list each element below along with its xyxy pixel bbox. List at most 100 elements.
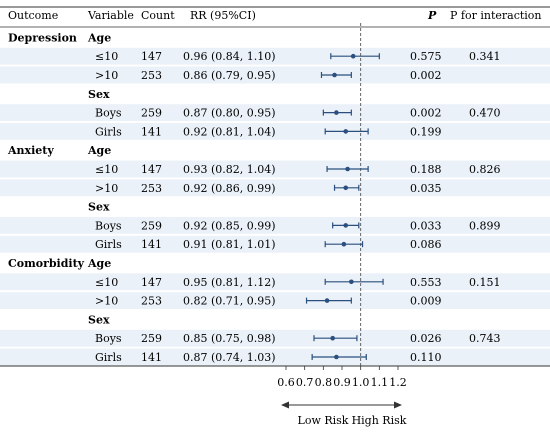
x-axis: 0.6 0.7 0.8 0.9 1.0 1.1 1.2 <box>277 365 407 389</box>
table-row: ≤10 147 0.96 (0.84, 1.10) 0.575 0.341 <box>95 50 501 63</box>
row-band <box>0 292 550 309</box>
variable-group-label: Age <box>87 31 111 44</box>
point-estimate <box>343 185 349 191</box>
p-value-cell: 0.086 <box>410 238 442 251</box>
rr-ci-cell: 0.82 (0.71, 0.95) <box>183 295 276 308</box>
rr-ci-cell: 0.91 (0.81, 1.01) <box>183 238 276 251</box>
tick-label: 1.2 <box>389 376 407 389</box>
variable-group-label: Age <box>87 144 111 157</box>
count-cell: 253 <box>141 295 162 308</box>
p-value-cell: 0.009 <box>410 295 442 308</box>
group-row: Sex <box>88 313 110 326</box>
table-header: Outcome Variable Count RR (95%CI) P P fo… <box>8 9 542 22</box>
rr-ci-cell: 0.85 (0.75, 0.98) <box>183 332 276 345</box>
point-estimate <box>343 129 349 134</box>
table-rows: Depression Age ≤10 147 0.96 (0.84, 1.10) 0.57… <box>7 31 501 364</box>
group-row: Anxiety Age <box>7 144 111 157</box>
p-value-cell: 0.035 <box>410 182 442 195</box>
point-estimate <box>349 279 354 285</box>
table-row: Boys 259 0.87 (0.80, 0.95) 0.002 0.470 <box>95 107 501 120</box>
p-value-cell: 0.026 <box>410 332 442 345</box>
count-cell: 253 <box>141 182 162 195</box>
point-estimate <box>334 354 339 360</box>
count-cell: 253 <box>141 69 162 82</box>
p-value-cell: 0.575 <box>410 50 442 63</box>
variable-group-label: Sex <box>88 201 110 214</box>
table-row: Girls 141 0.91 (0.81, 1.01) 0.086 <box>95 238 442 251</box>
header-variable: Variable <box>87 9 134 22</box>
high-risk-label: High Risk <box>352 414 407 427</box>
variable-level: >10 <box>95 182 118 195</box>
header-rr: RR (95%CI) <box>190 9 256 22</box>
p-interaction-cell: 0.899 <box>469 219 501 232</box>
variable-level: >10 <box>95 69 118 82</box>
point-estimate <box>343 223 349 228</box>
rr-ci-cell: 0.92 (0.85, 0.99) <box>183 219 276 232</box>
p-interaction-cell: 0.341 <box>469 50 501 63</box>
row-band <box>0 179 550 197</box>
row-band <box>0 217 550 234</box>
low-risk-arrowhead <box>281 401 289 409</box>
row-bands <box>0 47 550 366</box>
group-row: Depression Age <box>8 31 111 44</box>
point-estimate <box>345 166 350 172</box>
p-value-cell: 0.199 <box>410 125 442 138</box>
outcome-label: Comorbidity <box>8 257 85 270</box>
tick-label: 0.6 <box>277 376 295 389</box>
rr-ci-cell: 0.87 (0.80, 0.95) <box>183 107 276 120</box>
row-band <box>0 160 550 178</box>
p-interaction-cell: 0.826 <box>469 163 501 176</box>
table-row: Girls 141 0.87 (0.74, 1.03) 0.110 <box>95 351 442 364</box>
row-band <box>0 348 550 366</box>
row-band <box>0 235 550 253</box>
point-estimate <box>341 241 347 247</box>
table-row: Boys 259 0.92 (0.85, 0.99) 0.033 0.899 <box>95 219 501 232</box>
risk-arrows: Low Risk High Risk <box>281 401 407 427</box>
count-cell: 259 <box>141 107 162 120</box>
rr-ci-cell: 0.93 (0.82, 1.04) <box>183 163 276 176</box>
rr-ci-cell: 0.87 (0.74, 1.03) <box>183 351 276 364</box>
row-band <box>0 123 550 140</box>
group-row: Sex <box>88 88 110 101</box>
rr-ci-cell: 0.96 (0.84, 1.10) <box>183 50 276 63</box>
table-row: >10 253 0.92 (0.86, 0.99) 0.035 <box>95 182 442 195</box>
p-value-cell: 0.002 <box>410 69 442 82</box>
p-value-cell: 0.188 <box>410 163 442 176</box>
point-estimate <box>350 53 356 59</box>
table-row: >10 253 0.86 (0.79, 0.95) 0.002 <box>95 69 442 82</box>
count-cell: 141 <box>141 238 162 251</box>
header-p-interaction: P for interaction <box>450 9 542 22</box>
count-cell: 259 <box>141 332 162 345</box>
row-band <box>0 66 550 84</box>
variable-group-label: Sex <box>88 313 110 326</box>
count-cell: 141 <box>141 125 162 138</box>
count-cell: 147 <box>141 50 162 63</box>
variable-level: Girls <box>95 351 122 364</box>
count-cell: 141 <box>141 351 162 364</box>
rr-ci-cell: 0.92 (0.86, 0.99) <box>183 182 276 195</box>
count-cell: 147 <box>141 163 162 176</box>
high-risk-arrowhead <box>394 401 402 409</box>
header-p-interaction-label: P for interaction <box>450 9 542 22</box>
group-row: Comorbidity Age <box>8 257 111 270</box>
variable-level: Boys <box>95 332 122 345</box>
group-row: Sex <box>88 201 110 214</box>
variable-level: >10 <box>95 295 118 308</box>
table-row: Girls 141 0.92 (0.81, 1.04) 0.199 <box>95 125 442 138</box>
count-cell: 147 <box>141 276 162 289</box>
outcome-label: Depression <box>8 31 77 44</box>
tick-label: 1.0 <box>352 376 370 389</box>
point-estimate <box>334 110 339 115</box>
rr-ci-cell: 0.86 (0.79, 0.95) <box>183 69 276 82</box>
header-count: Count <box>141 9 175 22</box>
header-p: P <box>427 9 437 22</box>
point-estimate <box>324 298 330 303</box>
point-estimate <box>332 72 337 78</box>
point-estimate <box>330 335 335 341</box>
variable-group-label: Sex <box>88 88 110 101</box>
count-cell: 259 <box>141 219 162 232</box>
forest-marks <box>305 53 384 360</box>
row-band <box>0 104 550 121</box>
tick-label: 0.7 <box>296 376 314 389</box>
